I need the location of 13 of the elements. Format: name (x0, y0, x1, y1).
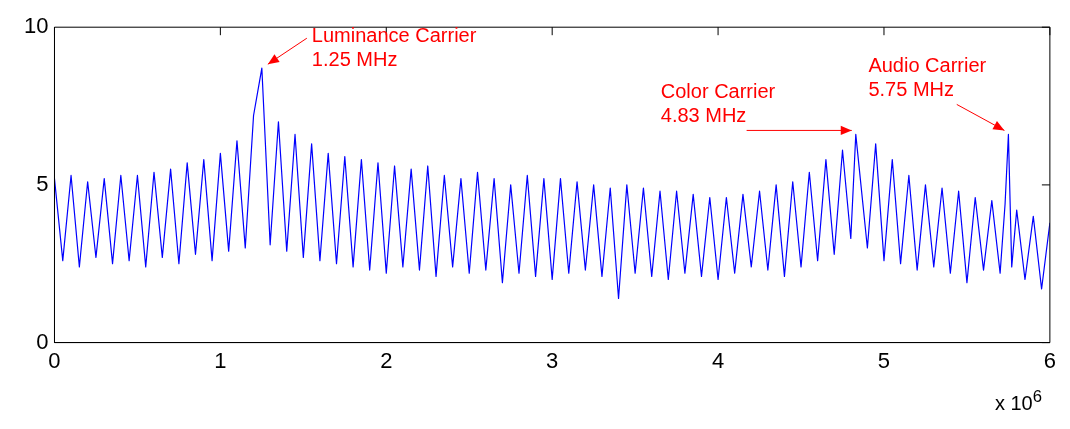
annotation: Color Carrier 4.83 MHz (660, 79, 776, 126)
annotation: Luminance Carrier 1.25 MHz (311, 23, 477, 70)
x-tick-label: 3 (546, 347, 559, 373)
annotation: Audio Carrier 5.75 MHz (868, 53, 987, 100)
x-tick-label: 4 (711, 347, 725, 373)
text: x 10$^{6}$ (994, 387, 1042, 415)
x-tick-label: 1 (214, 347, 227, 373)
y-tick-label: 0 (36, 328, 49, 354)
y-tick-label: 10 (23, 13, 49, 39)
x-tick-label: 2 (380, 347, 393, 373)
x-tick-label: 6 (1043, 347, 1057, 373)
y-tick-label: 5 (36, 170, 49, 196)
x-tick-label: 5 (877, 347, 891, 373)
